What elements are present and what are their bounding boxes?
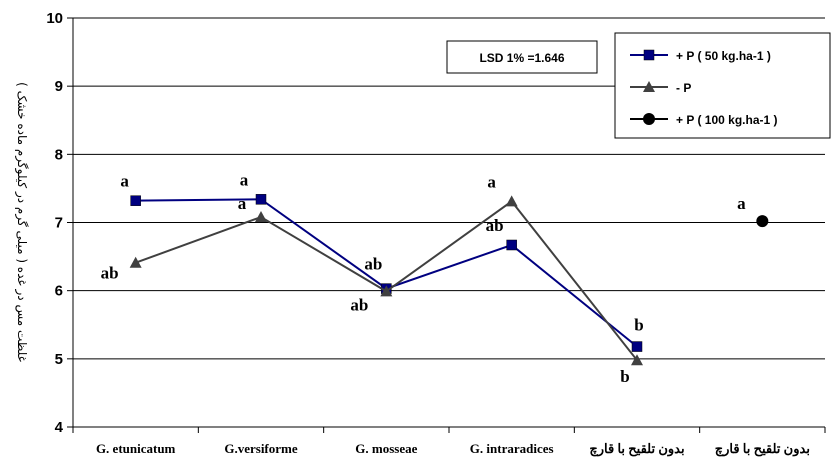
data-point-circle [756,215,769,228]
y-axis-label: غلظت مس در غده ( میلی گرم در کیلوگرم ماد… [14,82,29,362]
lsd-annotation: LSD 1% =1.646 [446,40,598,74]
y-tick-label: 9 [55,78,63,95]
axes [72,18,825,428]
lsd-annotation-box [446,40,598,74]
legend: + P ( 50 kg.ha-1 ) - P + P ( 100 kg.ha-1 ) [614,32,831,139]
data-point-square [631,341,643,352]
legend-label: + P ( 100 kg.ha-1 ) [676,113,778,127]
data-label: ab [101,264,119,283]
legend-label: - P [676,81,691,95]
y-tick-label: 5 [55,351,63,368]
x-tick-label: بدون تلقیح با قارچ [715,441,810,457]
x-tick-label: G.versiforme [224,441,298,456]
series-line [135,198,638,348]
series-line [135,199,638,361]
x-axis-ticks: G. etunicatum G.versiforme G. mosseae G. in… [72,427,826,457]
y-tick-label: 4 [55,419,64,436]
data-point-triangle [505,195,518,207]
x-tick-label: G. mosseae [355,441,417,456]
data-point-triangle [129,256,142,268]
data-label: a [238,194,247,213]
data-point-triangle [255,211,267,223]
data-label: b [634,316,643,335]
x-tick-label: G. etunicatum [96,441,176,456]
data-label: a [120,172,129,191]
series-0 [130,194,643,352]
data-point-triangle [380,285,393,297]
y-tick-label: 7 [55,215,63,232]
data-label: ab [364,255,382,274]
grid-lines [73,17,825,428]
series-1 [129,195,643,366]
data-label: ab [350,295,368,314]
x-tick-label: G. intraradices [470,441,554,456]
series [129,194,769,366]
data-label: b [620,367,629,386]
y-tick-label: 10 [46,10,63,27]
data-label: ab [486,216,504,235]
lsd-annotation-text: LSD 1% =1.646 [479,51,564,65]
data-point-square [506,239,517,251]
y-tick-label: 6 [55,283,63,300]
y-tick-label: 8 [55,146,63,163]
data-point-square [643,49,655,61]
data-point-triangle [631,354,643,366]
data-point-triangle [643,81,655,92]
data-label: a [737,194,746,213]
data-point-square [255,194,267,205]
series-2 [756,215,769,228]
y-axis-ticks: 4 5 6 7 8 9 10 [46,10,73,436]
data-point-circle [643,113,655,125]
data-label: a [487,172,496,191]
x-tick-label: بدون تلقیح با قارچ [589,441,684,457]
data-label: a [240,170,249,189]
legend-label: + P ( 50 kg.ha-1 ) [676,49,771,63]
data-point-square [130,195,141,206]
